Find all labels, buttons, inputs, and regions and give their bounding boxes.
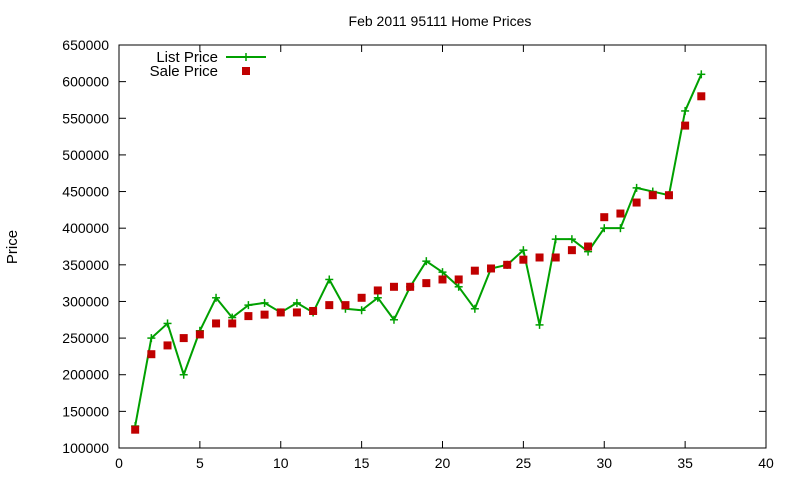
list-price-point xyxy=(616,224,625,233)
sale-price-point xyxy=(664,191,673,200)
y-tick-label: 150000 xyxy=(62,403,109,419)
list-price-point xyxy=(470,304,479,313)
y-axis-label: Price xyxy=(4,230,21,264)
sale-price-point xyxy=(487,264,496,273)
list-price-point xyxy=(697,70,706,79)
x-tick-label: 15 xyxy=(354,455,370,471)
sale-price-point xyxy=(389,282,398,291)
sale-price-point xyxy=(681,121,690,130)
list-price-point xyxy=(389,315,398,324)
y-tick-label: 650000 xyxy=(62,37,109,53)
list-price-point xyxy=(147,334,156,343)
chart-title: Feb 2011 95111 Home Prices xyxy=(349,13,532,29)
sale-price-point xyxy=(697,92,706,101)
sale-price-point xyxy=(632,198,641,207)
sale-price-point xyxy=(567,246,576,255)
sale-price-point xyxy=(179,334,188,343)
x-tick-label: 25 xyxy=(516,455,532,471)
sale-price-point xyxy=(470,266,479,275)
sale-price-point xyxy=(373,286,382,295)
sale-price-point xyxy=(244,312,253,321)
y-tick-label: 550000 xyxy=(62,110,109,126)
sale-price-point xyxy=(438,275,447,284)
y-tick-label: 250000 xyxy=(62,330,109,346)
sale-price-point xyxy=(422,279,431,288)
legend-label-list-price: List Price xyxy=(156,49,218,66)
sale-price-point xyxy=(131,425,140,434)
sale-price-point xyxy=(292,308,301,317)
sale-price-point xyxy=(648,191,657,200)
sale-price-point xyxy=(454,275,463,284)
sale-price-point xyxy=(600,213,609,222)
list-price-point xyxy=(600,224,609,233)
sale-price-point xyxy=(147,350,156,359)
list-price-point xyxy=(260,298,269,307)
list-price-point xyxy=(632,183,641,192)
x-tick-label: 10 xyxy=(273,455,289,471)
list-price-point xyxy=(422,257,431,266)
list-price-series xyxy=(131,70,706,431)
x-tick-label: 5 xyxy=(196,455,204,471)
list-price-point xyxy=(681,106,690,115)
list-price-point xyxy=(244,301,253,310)
x-tick-label: 40 xyxy=(758,455,774,471)
sale-price-point xyxy=(325,301,334,310)
axis-ticks: 0 5 10 15 20 25 30 35 40 100000 150000 200000 250000… xyxy=(62,37,774,471)
sale-price-point xyxy=(584,242,593,251)
x-tick-label: 30 xyxy=(596,455,612,471)
sale-price-point xyxy=(551,253,560,262)
sale-price-point xyxy=(195,330,204,339)
x-tick-label: 35 xyxy=(677,455,693,471)
legend-marker-sale-price xyxy=(242,67,250,75)
list-price-point xyxy=(373,293,382,302)
legend-marker-list-price xyxy=(242,53,250,61)
list-price-point xyxy=(163,319,172,328)
list-price-point xyxy=(325,275,334,284)
sale-price-point xyxy=(163,341,172,350)
sale-price-series xyxy=(131,92,706,434)
list-price-point xyxy=(519,246,528,255)
y-tick-label: 350000 xyxy=(62,257,109,273)
y-tick-label: 400000 xyxy=(62,220,109,236)
sale-price-point xyxy=(260,310,269,319)
list-price-point xyxy=(292,298,301,307)
sale-price-point xyxy=(503,260,512,269)
sale-price-point xyxy=(341,301,350,310)
list-price-point xyxy=(438,268,447,277)
plot-frame xyxy=(118,44,767,449)
sale-price-point xyxy=(535,253,544,262)
sale-price-point xyxy=(212,319,221,328)
sale-price-point xyxy=(616,209,625,218)
list-price-point xyxy=(357,306,366,315)
y-tick-label: 500000 xyxy=(62,147,109,163)
y-tick-label: 300000 xyxy=(62,293,109,309)
y-tick-label: 600000 xyxy=(62,74,109,90)
list-price-point xyxy=(567,235,576,244)
x-tick-label: 20 xyxy=(435,455,451,471)
list-price-point xyxy=(454,282,463,291)
y-tick-label: 450000 xyxy=(62,184,109,200)
sale-price-point xyxy=(228,319,237,328)
list-price-point xyxy=(535,320,544,329)
legend: List Price Sale Price xyxy=(150,49,266,80)
sale-price-point xyxy=(406,282,415,291)
list-price-point xyxy=(179,370,188,379)
list-price-line xyxy=(134,73,703,427)
y-tick-label: 100000 xyxy=(62,440,109,456)
legend-label-sale-price: Sale Price xyxy=(150,63,218,80)
x-tick-label: 0 xyxy=(115,455,123,471)
y-tick-label: 200000 xyxy=(62,367,109,383)
sale-price-point xyxy=(309,306,318,315)
sale-price-point xyxy=(276,308,285,317)
sale-price-point xyxy=(357,293,366,302)
list-price-point xyxy=(212,293,221,302)
list-price-point xyxy=(551,235,560,244)
sale-price-point xyxy=(519,255,528,264)
